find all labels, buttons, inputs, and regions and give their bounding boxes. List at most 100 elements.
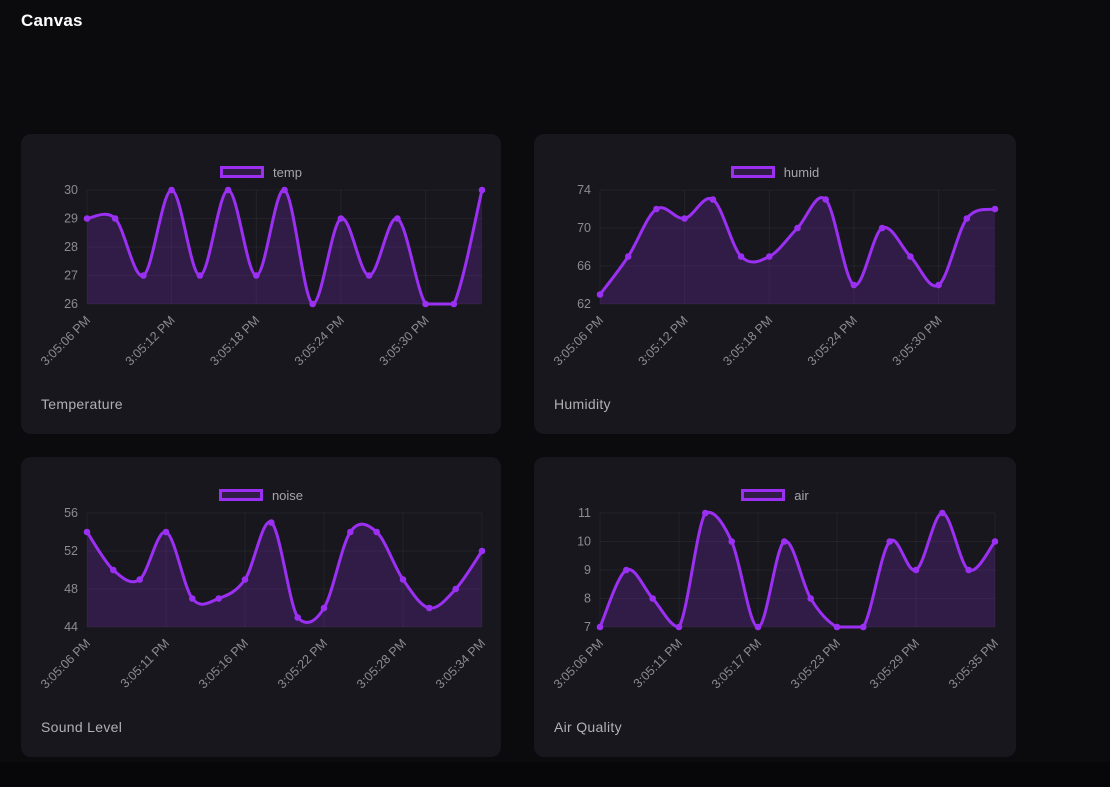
- chart-title: Sound Level: [41, 719, 123, 735]
- data-point[interactable]: [320, 604, 328, 612]
- data-point[interactable]: [162, 528, 170, 536]
- y-tick-label: 11: [578, 506, 591, 520]
- x-tick-label: 3:05:34 PM: [433, 636, 488, 691]
- data-point[interactable]: [807, 595, 814, 602]
- y-tick-label: 26: [64, 297, 78, 311]
- chart-card-humidity: humid 62 66 70 74 3:05:06 PM 3:05:12 PM 3:05:1…: [534, 134, 1016, 434]
- data-point[interactable]: [878, 224, 886, 232]
- data-point[interactable]: [850, 281, 858, 289]
- data-point[interactable]: [728, 538, 735, 545]
- data-point[interactable]: [268, 519, 275, 526]
- data-point[interactable]: [907, 253, 914, 260]
- line-chart[interactable]: 26 27 28 29 30 3:05:06 PM 3:05:12 PM 3:05:18 PM…: [21, 182, 501, 382]
- data-point[interactable]: [189, 595, 196, 602]
- x-tick-label: 3:05:18 PM: [720, 313, 775, 368]
- y-tick-label: 27: [64, 269, 78, 283]
- data-point[interactable]: [168, 186, 175, 194]
- data-point[interactable]: [241, 576, 249, 583]
- data-point[interactable]: [373, 528, 381, 536]
- x-tick-label: 3:05:24 PM: [292, 313, 347, 368]
- data-point[interactable]: [426, 604, 433, 612]
- data-point[interactable]: [83, 215, 91, 222]
- data-point[interactable]: [347, 528, 354, 536]
- data-point[interactable]: [781, 538, 788, 545]
- chart-card-air-quality: air 7 8 9 10 11 3:05:06 PM 3:05:11 PM 3:05:17 P…: [534, 457, 1016, 757]
- data-point[interactable]: [478, 186, 486, 194]
- line-series: [598, 510, 997, 629]
- chart-legend[interactable]: humid: [534, 162, 1016, 182]
- data-point[interactable]: [939, 509, 946, 517]
- data-point[interactable]: [754, 623, 762, 631]
- x-tick-label: 3:05:11 PM: [631, 636, 685, 690]
- chart-legend[interactable]: air: [534, 485, 1016, 505]
- data-point[interactable]: [110, 566, 117, 574]
- data-point[interactable]: [623, 566, 630, 574]
- data-point[interactable]: [365, 272, 373, 279]
- data-point[interactable]: [737, 253, 745, 260]
- legend-label: air: [794, 487, 809, 503]
- data-point[interactable]: [822, 196, 829, 203]
- data-point[interactable]: [766, 253, 773, 260]
- data-point[interactable]: [399, 576, 407, 583]
- y-tick-label: 70: [577, 221, 591, 235]
- data-point[interactable]: [111, 215, 119, 222]
- data-point[interactable]: [653, 205, 660, 213]
- x-tick-label: 3:05:29 PM: [867, 636, 922, 691]
- data-point[interactable]: [991, 205, 999, 213]
- data-point[interactable]: [83, 528, 91, 536]
- data-point[interactable]: [675, 623, 683, 631]
- y-tick-label: 56: [64, 506, 78, 520]
- data-point[interactable]: [309, 300, 317, 308]
- y-tick-label: 28: [64, 240, 78, 254]
- data-point[interactable]: [215, 595, 222, 602]
- data-point[interactable]: [452, 585, 460, 593]
- data-point[interactable]: [963, 215, 971, 222]
- x-tick-label: 3:05:12 PM: [123, 313, 178, 368]
- line-series: [85, 520, 484, 624]
- data-point[interactable]: [140, 272, 147, 279]
- chart-legend[interactable]: noise: [21, 485, 501, 505]
- data-point[interactable]: [281, 186, 288, 194]
- x-tick-label: 3:05:12 PM: [636, 313, 691, 368]
- data-point[interactable]: [860, 623, 867, 631]
- data-point[interactable]: [224, 186, 232, 194]
- data-point[interactable]: [253, 272, 260, 279]
- data-point[interactable]: [422, 300, 429, 308]
- data-point[interactable]: [833, 623, 841, 631]
- chart-card-temperature: temp 26 27 28 29 30 3:05:06 PM 3:05:12 PM 3:05:…: [21, 134, 501, 434]
- y-tick-label: 44: [64, 620, 78, 634]
- data-point[interactable]: [337, 215, 345, 222]
- area-fill: [600, 197, 995, 304]
- data-point[interactable]: [294, 614, 302, 621]
- data-point[interactable]: [709, 196, 717, 203]
- line-chart[interactable]: 44 48 52 56 3:05:06 PM 3:05:11 PM 3:05:16 PM 3:…: [21, 505, 501, 705]
- data-point[interactable]: [965, 566, 972, 574]
- x-tick-label: 3:05:16 PM: [196, 636, 251, 691]
- chart-legend[interactable]: temp: [21, 162, 501, 182]
- data-point[interactable]: [935, 281, 942, 289]
- data-point[interactable]: [702, 509, 709, 517]
- data-point[interactable]: [394, 215, 401, 222]
- data-point[interactable]: [681, 215, 688, 222]
- bottom-strip: [0, 762, 1110, 787]
- x-tick-label: 3:05:11 PM: [118, 636, 172, 690]
- data-point[interactable]: [649, 595, 656, 602]
- page-title: Canvas: [21, 11, 83, 30]
- data-point[interactable]: [596, 623, 604, 631]
- data-point[interactable]: [196, 272, 204, 279]
- data-point[interactable]: [794, 224, 801, 232]
- data-point[interactable]: [596, 291, 604, 298]
- chart-title: Temperature: [41, 396, 123, 412]
- line-chart[interactable]: 7 8 9 10 11 3:05:06 PM 3:05:11 PM 3:05:17 PM 3:0…: [534, 505, 1014, 705]
- data-point[interactable]: [624, 253, 632, 260]
- data-point[interactable]: [912, 566, 920, 574]
- data-point[interactable]: [450, 300, 458, 308]
- data-point[interactable]: [886, 538, 893, 545]
- data-point[interactable]: [136, 576, 143, 583]
- data-point[interactable]: [478, 547, 486, 555]
- chart-title: Humidity: [554, 396, 611, 412]
- chart-card-sound-level: noise 44 48 52 56 3:05:06 PM 3:05:11 PM 3:05:1…: [21, 457, 501, 757]
- y-tick-label: 10: [577, 535, 591, 549]
- line-chart[interactable]: 62 66 70 74 3:05:06 PM 3:05:12 PM 3:05:18 PM 3:…: [534, 182, 1014, 382]
- data-point[interactable]: [991, 538, 999, 545]
